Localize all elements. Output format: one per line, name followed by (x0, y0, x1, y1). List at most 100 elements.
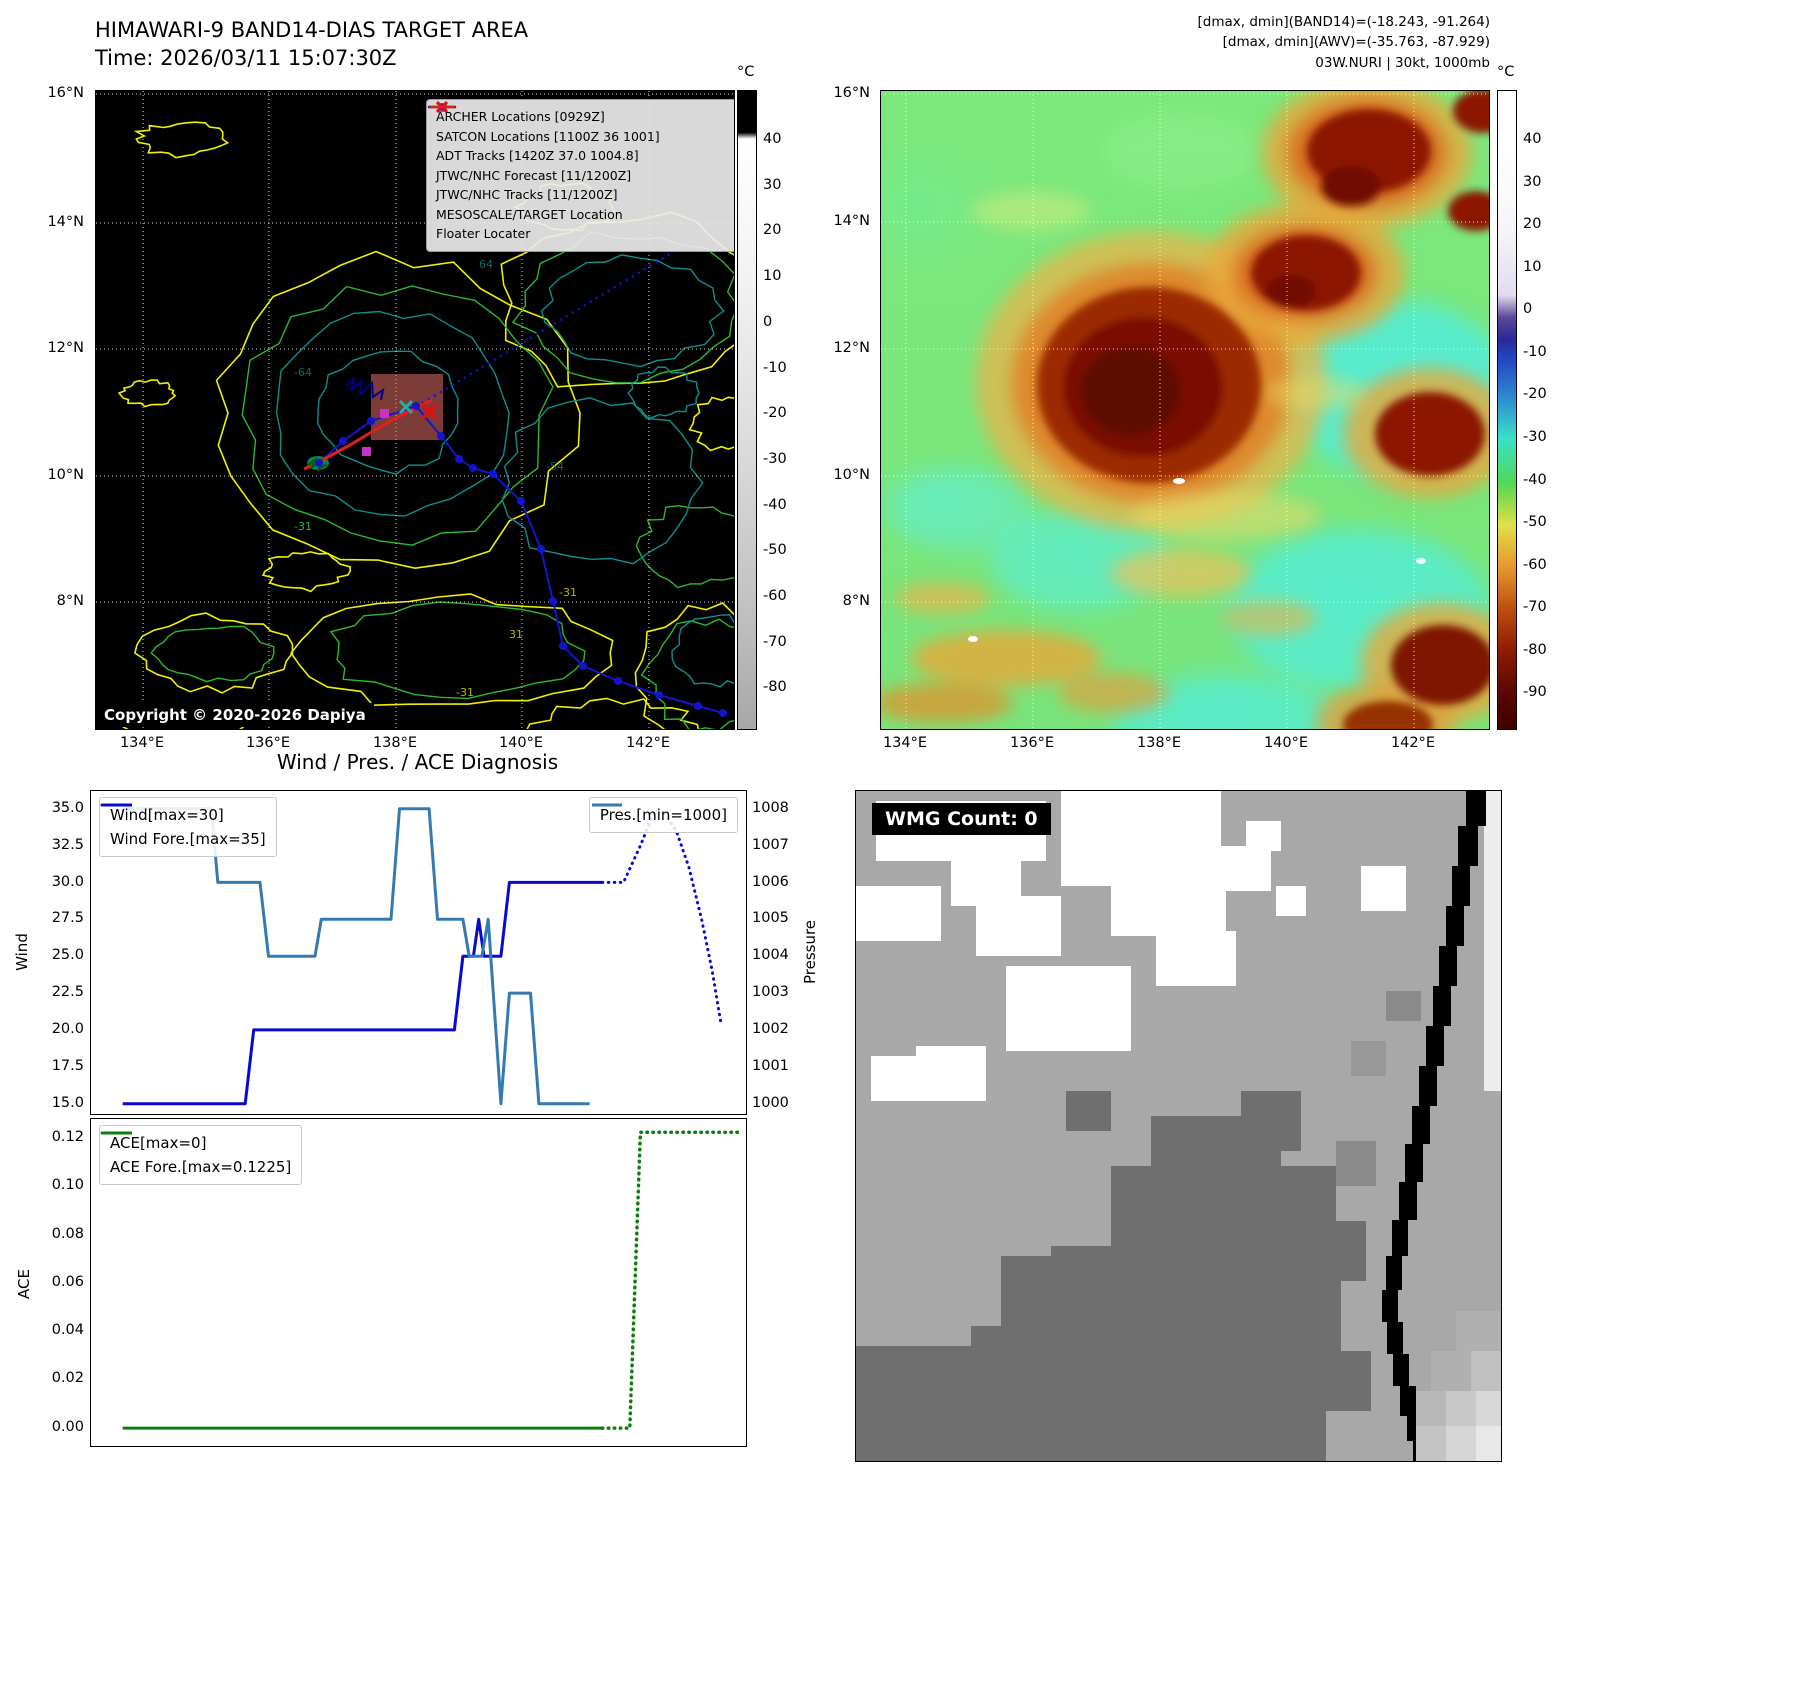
legend-row-satcon: SATCON Locations [1100Z 36 1001] (436, 102, 728, 147)
band14-lon-axis: 134°E 136°E 138°E 140°E 142°E (95, 735, 735, 755)
legend-row-mesoscale: MESOSCALE/TARGET Location (435, 100, 728, 225)
wmg-black-band (1382, 791, 1486, 1461)
colorbar-tick-label: -60 (763, 588, 787, 605)
lat-tick-label: 8°N (56, 593, 84, 609)
awv-header-line: [dmax, dmin](BAND14)=(-18.243, -91.264) (1197, 14, 1490, 30)
colorbar-tick-label: 40 (763, 131, 782, 147)
lat-tick-label: 14°N (833, 213, 870, 229)
band14-tracks (303, 229, 727, 717)
legend-row-ace-fore: ACE Fore.[max=0.1225] (100, 1131, 291, 1179)
awv-lat-axis: 16°N 14°N 12°N 10°N 8°N (812, 85, 874, 730)
contour-label: -64 (294, 366, 312, 379)
pressure-axis-ticks: 1008 1007 1006 1005 1004 1003 1002 1001 1000 (752, 801, 806, 1110)
contour-label: -31 (559, 586, 577, 599)
colorbar-tick-label: -20 (1523, 386, 1547, 403)
ace-chart: ACE[max=0] ACE Fore.[max=0.1225] (90, 1118, 747, 1447)
ace-fore-dotted-icon (100, 1131, 134, 1135)
lat-tick-label: 10°N (833, 467, 870, 483)
band14-title-block: HIMAWARI-9 BAND14-DIAS TARGET AREA Time:… (95, 16, 528, 73)
legend-label: ACE[max=0] (110, 1134, 207, 1152)
legend-label: SATCON Locations [1100Z 36 1001] (436, 128, 660, 144)
lon-tick-label: 140°E (498, 735, 544, 751)
colorbar-tick-label: -80 (763, 679, 787, 696)
wmg-count-label: WMG Count: 0 (872, 803, 1051, 835)
colorbar-tick-label: -40 (1523, 471, 1547, 488)
legend-label: Wind Fore.[max=35] (110, 830, 266, 848)
axis-tick-label: 22.5 (51, 984, 84, 1001)
satcon-x-marker (398, 399, 414, 415)
wmg-midtone-patches (1336, 991, 1421, 1186)
band14-time: Time: 2026/03/11 15:07:30Z (95, 46, 397, 71)
axis-tick-label: 15.0 (51, 1094, 84, 1111)
wmg-corner-gradient (1416, 1311, 1501, 1461)
axis-tick-label: 25.0 (51, 947, 84, 964)
lat-tick-label: 12°N (833, 340, 870, 356)
band14-map: -64 64 -54 -31 31 -31 -31 ARCHER Locatio… (95, 90, 735, 730)
colorbar-tick-label: -30 (763, 450, 787, 467)
diagnosis-title: Wind / Pres. / ACE Diagnosis (276, 750, 559, 774)
contour-label: -31 (294, 520, 312, 533)
axis-tick-label: 30.0 (51, 873, 84, 890)
pressure-axis-label: Pressure (801, 919, 819, 985)
pres-line-icon (591, 803, 622, 807)
wind-axis-ticks: 35.0 32.5 30.0 27.5 25.0 22.5 20.0 17.5 15.0 (30, 801, 84, 1110)
jtwc-forecast-line (415, 229, 709, 409)
contour-label: 31 (509, 628, 523, 641)
ace-legend: ACE[max=0] ACE Fore.[max=0.1225] (99, 1125, 303, 1185)
archer-marker (362, 447, 371, 456)
ace-axis-label: ACE (15, 1269, 33, 1299)
lat-tick-label: 8°N (842, 593, 870, 609)
wind-axis-label: Wind (13, 933, 31, 971)
colorbar-tick-label: -10 (1523, 343, 1547, 360)
colorbar-tick-label: -90 (1523, 684, 1547, 701)
colorbar-tick-label: -70 (1523, 599, 1547, 616)
awv-map (880, 90, 1490, 730)
axis-tick-label: 1006 (752, 873, 789, 890)
lon-tick-label: 138°E (372, 735, 418, 751)
band14-lat-axis: 16°N 14°N 12°N 10°N 8°N (20, 85, 88, 730)
awv-satellite-image (881, 91, 1489, 729)
colorbar-tick-label: 0 (1523, 301, 1533, 318)
legend-row-pres: Pres.[min=1000] (591, 803, 727, 827)
colorbar-tick-label: 30 (1523, 173, 1542, 190)
legend-label: MESOSCALE/TARGET Location (436, 206, 623, 222)
band14-title: HIMAWARI-9 BAND14-DIAS TARGET AREA (95, 18, 529, 42)
colorbar-tick-label: -50 (763, 542, 787, 559)
band14-legend: ARCHER Locations [0929Z] SATCON Location… (426, 99, 734, 252)
floater-line-icon (429, 105, 455, 109)
contour-label: 64 (479, 258, 493, 271)
contour-label: -31 (456, 686, 474, 699)
lat-tick-label: 16°N (47, 85, 84, 101)
lon-tick-label: 138°E (1136, 735, 1182, 751)
awv-lon-axis: 134°E 136°E 138°E 140°E 142°E (880, 735, 1490, 755)
colorbar-tick-label: -50 (1523, 514, 1547, 531)
axis-tick-label: 1007 (752, 836, 789, 853)
colorbar-tick-label: -40 (763, 496, 787, 513)
axis-tick-label: 0.06 (51, 1273, 84, 1290)
band14-colorbar (737, 90, 757, 730)
axis-tick-label: 0.04 (51, 1322, 84, 1338)
legend-label: Pres.[min=1000] (599, 806, 727, 824)
colorbar-tick-label: -80 (1523, 641, 1547, 658)
axis-tick-label: 20.0 (51, 1020, 84, 1037)
axis-tick-label: 1004 (752, 947, 789, 964)
legend-row-ace: ACE[max=0] (102, 1131, 291, 1155)
colorbar-tick-label: -30 (1523, 428, 1547, 445)
lon-tick-label: 134°E (882, 735, 928, 751)
wind-pressure-chart: Wind[max=30] Wind Fore.[max=35] Pres.[mi… (90, 790, 747, 1115)
lat-tick-label: 12°N (47, 340, 84, 356)
axis-tick-label: 0.12 (51, 1129, 84, 1145)
colorbar-tick-label: -10 (763, 359, 787, 376)
axis-tick-label: 0.08 (51, 1225, 84, 1242)
legend-row-wind-fore: Wind Fore.[max=35] (100, 803, 266, 851)
legend-row-floater: Floater Locater (429, 105, 728, 244)
legend-label: ARCHER Locations [0929Z] (436, 109, 605, 125)
legend-label: JTWC/NHC Tracks [11/1200Z] (436, 187, 618, 203)
wmg-panel: WMG Count: 0 (855, 790, 1502, 1462)
lon-tick-label: 134°E (119, 735, 165, 751)
deep-convection-cores (1037, 91, 1489, 729)
copyright-text: Copyright © 2020-2026 Dapiya (96, 703, 374, 727)
wmg-white-regions (856, 791, 1501, 1101)
legend-row-archer: ARCHER Locations [0929Z] (436, 103, 728, 127)
colorbar-tick-label: 20 (1523, 216, 1542, 233)
